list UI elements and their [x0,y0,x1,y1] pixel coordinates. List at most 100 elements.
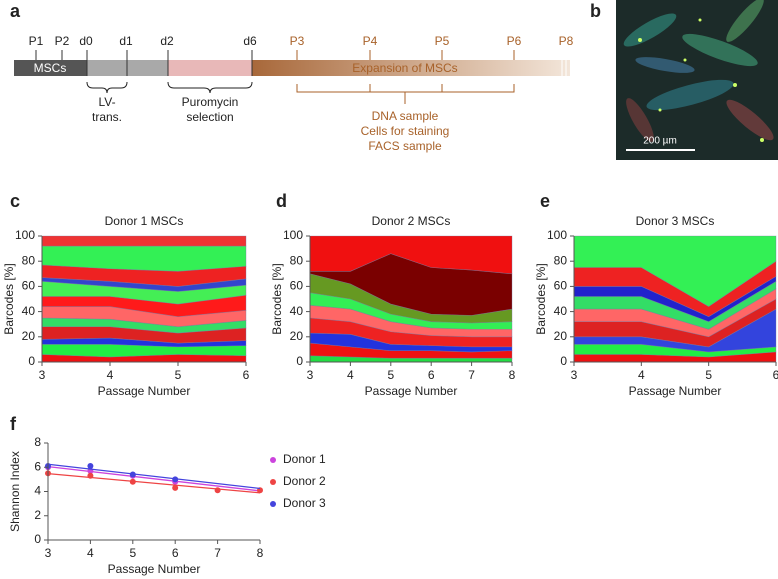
area-band [573,235,777,307]
x-tick-label: 4 [638,368,645,382]
data-point [87,463,94,470]
x-tick-label: 6 [243,368,250,382]
trend-line [47,472,261,494]
x-tick-label: 4 [107,368,114,382]
x-tick-label: 5 [175,368,182,382]
timeline-segment [14,60,87,76]
legend-label: Donor 1 [283,452,326,466]
timeline-marker: d1 [119,34,133,48]
x-axis-label: Passage Number [108,562,201,576]
sample-label: Cells for staining [361,124,450,138]
timeline-marker: P3 [290,34,305,48]
data-point [129,478,136,485]
step-label: trans. [92,110,122,124]
scale-bar-label: 200 µm [643,136,677,147]
y-tick-label: 100 [15,228,35,242]
y-tick-label: 20 [290,329,304,343]
y-tick-label: 40 [554,304,568,318]
timeline: P1 P2 d0 d1 d2 d6 P3 P4 P5 P6 P8 MSCs Ex… [14,34,574,153]
x-tick-label: 7 [468,368,475,382]
timeline-marker: P6 [507,34,522,48]
timeline-marker: d6 [243,34,257,48]
x-tick-label: 4 [87,546,94,560]
micrograph: 200 µm [616,0,778,160]
sample-label: DNA sample [372,109,439,123]
y-tick-label: 60 [22,279,36,293]
y-tick-label: 40 [22,304,36,318]
legend-marker [270,479,276,485]
x-tick-label: 5 [129,546,136,560]
y-tick-label: 4 [34,484,41,498]
x-axis-label: Passage Number [629,384,722,398]
panel-label: b [590,1,601,21]
panel-label: c [10,191,20,211]
y-tick-label: 100 [547,228,567,242]
y-axis-label: Shannon Index [8,451,22,532]
legend-label: Donor 2 [283,474,326,488]
y-tick-label: 0 [34,532,41,546]
legend-label: Donor 3 [283,496,326,510]
data-point [172,484,179,491]
chart-title: Donor 2 MSCs [372,214,451,228]
brace [167,81,253,94]
bar-label: Expansion of MSCs [352,61,457,75]
bracket [296,84,515,104]
timeline-segment [168,60,252,76]
x-tick-label: 3 [39,368,46,382]
timeline-marker: d0 [79,34,93,48]
x-tick-label: 6 [773,368,778,382]
y-tick-label: 80 [22,253,36,267]
x-tick-label: 4 [347,368,354,382]
y-tick-label: 60 [554,279,568,293]
timeline-marker: P4 [363,34,378,48]
x-tick-label: 6 [172,546,179,560]
x-tick-label: 5 [705,368,712,382]
y-tick-label: 0 [296,354,303,368]
sample-label: FACS sample [368,139,442,153]
data-point [172,476,179,483]
y-tick-label: 80 [290,253,304,267]
timeline-marker: P1 [29,34,44,48]
timeline-marker: P5 [435,34,450,48]
legend-marker [270,457,276,463]
trend-line [47,465,261,492]
brace [86,81,128,94]
y-axis-label: Barcodes [%] [2,263,16,334]
panel-label: e [540,191,550,211]
data-point [87,472,94,479]
y-tick-label: 2 [34,508,41,522]
y-tick-label: 20 [22,329,36,343]
x-tick-label: 3 [571,368,578,382]
step-label: LV- [98,95,115,109]
timeline-marker: P2 [55,34,70,48]
x-tick-label: 3 [307,368,314,382]
area-band [309,235,513,275]
x-tick-label: 8 [257,546,264,560]
x-axis-label: Passage Number [98,384,191,398]
bar-label: MSCs [34,61,67,75]
y-axis-label: Barcodes [%] [534,263,548,334]
y-tick-label: 80 [554,253,568,267]
data-point [129,471,136,478]
x-tick-label: 7 [214,546,221,560]
y-axis-label: Barcodes [%] [270,263,284,334]
area-band [41,235,247,247]
x-tick-label: 5 [387,368,394,382]
y-tick-label: 20 [554,329,568,343]
y-tick-label: 0 [560,354,567,368]
x-tick-label: 3 [45,546,52,560]
y-tick-label: 8 [34,435,41,449]
timeline-segment [252,60,570,76]
panel-label: f [10,414,17,434]
x-tick-label: 8 [509,368,516,382]
y-tick-label: 6 [34,459,41,473]
x-tick-label: 6 [428,368,435,382]
chart-title: Donor 3 MSCs [636,214,715,228]
y-tick-label: 0 [28,354,35,368]
panel-label: a [10,1,21,21]
data-point [214,487,221,494]
timeline-marker: d2 [160,34,174,48]
panel-label: d [276,191,287,211]
step-label: Puromycin [182,95,239,109]
